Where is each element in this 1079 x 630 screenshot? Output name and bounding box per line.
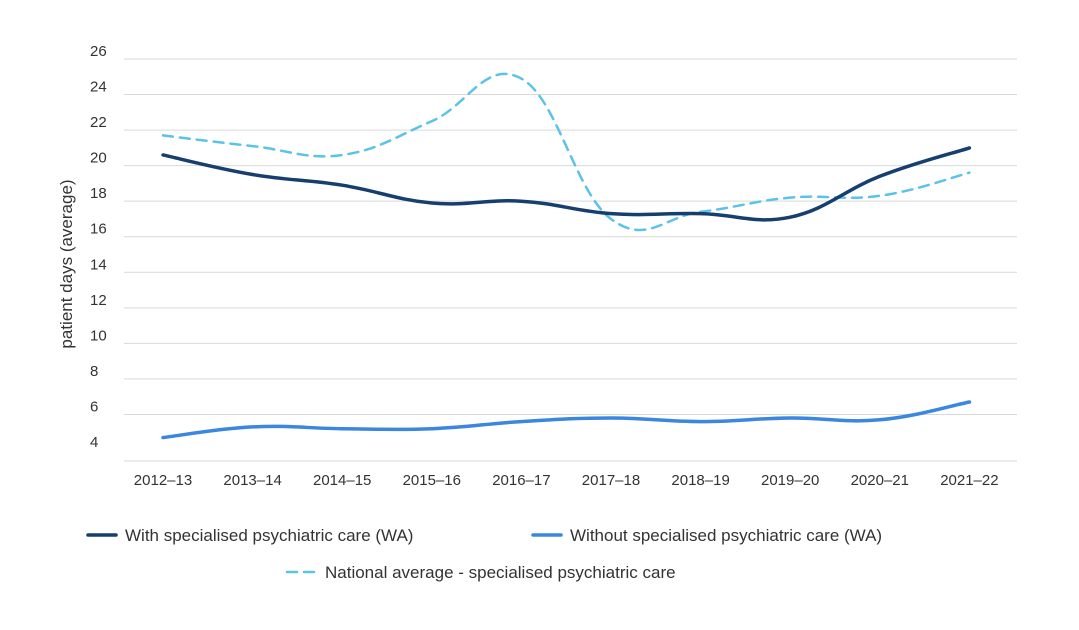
x-tick-label: 2021–22 <box>940 472 998 489</box>
series-line-0 <box>161 146 972 222</box>
x-tick-label: 2019–20 <box>761 472 819 489</box>
y-tick-label: 24 <box>90 79 107 96</box>
series-line-2 <box>161 72 971 232</box>
legend-label: National average - specialised psychiatr… <box>325 563 676 582</box>
y-tick-label: 16 <box>90 221 107 238</box>
x-tick-label: 2016–17 <box>492 472 550 489</box>
y-tick-label: 14 <box>90 256 107 273</box>
gridlines <box>124 58 1017 462</box>
y-tick-label: 26 <box>90 43 107 60</box>
y-tick-label: 22 <box>90 114 107 131</box>
x-tick-label: 2012–13 <box>134 472 192 489</box>
y-tick-label: 18 <box>90 185 107 202</box>
series-line-1 <box>161 400 972 440</box>
y-axis-label: patient days (average) <box>57 179 76 348</box>
y-tick-label: 6 <box>90 398 98 415</box>
x-tick-label: 2020–21 <box>851 472 909 489</box>
y-tick-label: 4 <box>90 434 98 451</box>
legend: With specialised psychiatric care (WA) Wi… <box>86 526 882 582</box>
y-tick-label: 12 <box>90 292 107 309</box>
x-tick-label: 2015–16 <box>403 472 461 489</box>
x-tick-label: 2014–15 <box>313 472 371 489</box>
legend-label: With specialised psychiatric care (WA) <box>125 526 413 545</box>
legend-label: Without specialised psychiatric care (WA… <box>570 526 882 545</box>
x-tick-label: 2017–18 <box>582 472 640 489</box>
y-tick-label: 10 <box>90 327 107 344</box>
y-tick-label: 20 <box>90 150 107 167</box>
x-tick-label: 2018–19 <box>671 472 729 489</box>
x-axis-ticks: 2012–13 2013–14 2014–15 2015–16 2016–17 2017–… <box>134 472 999 489</box>
y-axis-ticks: 4 6 8 10 12 14 16 18 20 22 24 26 <box>90 43 107 451</box>
series-lines <box>161 72 972 440</box>
x-tick-label: 2013–14 <box>223 472 281 489</box>
y-tick-label: 8 <box>90 363 98 380</box>
